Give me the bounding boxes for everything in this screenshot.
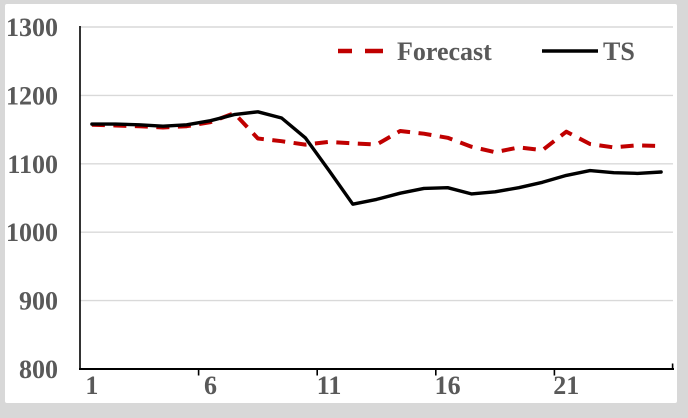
ts-line xyxy=(90,110,663,206)
legend-forecast-label: Forecast xyxy=(397,37,492,66)
y-axis-tick-label: 1100 xyxy=(7,150,58,179)
y-axis-tick-label: 1200 xyxy=(6,81,58,110)
y-axis-tick-label: 1300 xyxy=(6,13,58,42)
y-axis-labels: 800 900 1000 1100 1200 1300 xyxy=(6,13,58,384)
axes xyxy=(79,26,674,370)
x-axis-tick-label: 21 xyxy=(553,371,579,400)
x-axis-tick-label: 11 xyxy=(317,371,342,400)
x-axis-tick-marks xyxy=(197,369,556,376)
x-axis-labels: 1 6 11 16 21 xyxy=(85,371,579,400)
x-axis-tick-label: 16 xyxy=(435,371,461,400)
x-axis-tick-label: 1 xyxy=(85,371,98,400)
y-axis-tick-label: 900 xyxy=(19,287,58,316)
forecast-line xyxy=(91,111,662,155)
plot-background xyxy=(5,4,677,403)
x-axis-tick-label: 6 xyxy=(204,371,217,400)
legend-ts-label: TS xyxy=(603,37,635,66)
y-axis-tick-label: 1000 xyxy=(6,218,58,247)
legend: Forecast TS xyxy=(338,37,635,66)
gridlines xyxy=(80,26,673,302)
series-lines xyxy=(90,110,663,206)
y-axis-tick-label: 800 xyxy=(19,355,58,384)
